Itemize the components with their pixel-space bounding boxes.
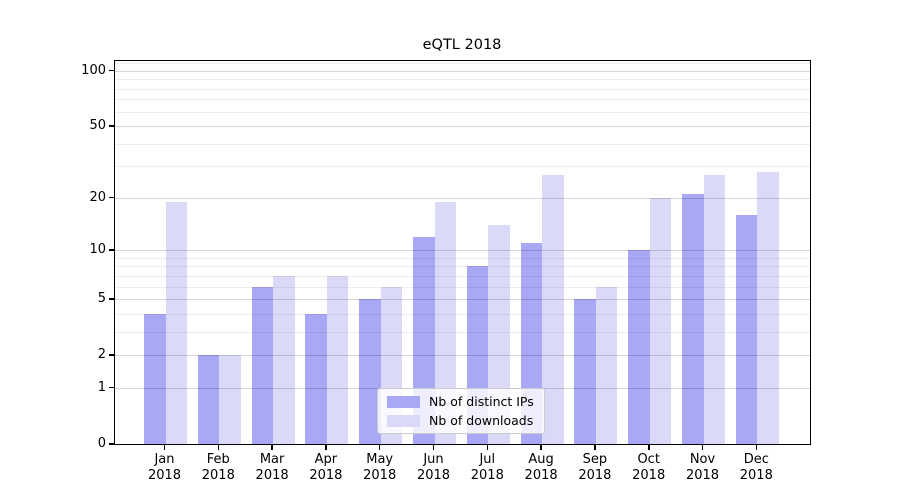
bar-downloads-sep — [595, 286, 618, 444]
y-tick-mark — [109, 386, 114, 389]
bar-ips-apr — [305, 313, 327, 444]
x-tick-label: Jul 2018 — [470, 452, 504, 483]
bar-downloads-aug — [542, 174, 564, 444]
bar-downloads-nov — [703, 174, 725, 444]
x-tick-mark — [325, 444, 327, 450]
bar-ips-feb — [197, 355, 220, 444]
x-tick-label: Feb 2018 — [201, 452, 235, 483]
x-tick-mark — [648, 444, 650, 450]
x-tick-mark — [486, 444, 488, 450]
y-tick-mark — [109, 196, 114, 199]
bar-ips-sep — [574, 299, 596, 444]
chart-title: eQTL 2018 — [422, 37, 502, 53]
x-tick-mark — [540, 444, 542, 450]
bar-downloads-feb — [219, 355, 241, 444]
bar-ips-dec — [735, 214, 758, 444]
y-tick-mark — [109, 69, 114, 72]
x-tick-label: Jun 2018 — [416, 452, 451, 483]
bars-layer — [115, 61, 810, 444]
y-tick-label: 50 — [89, 118, 106, 133]
y-tick-mark — [109, 354, 114, 356]
x-tick-label: Sep 2018 — [578, 452, 612, 483]
x-tick-mark — [432, 444, 435, 450]
legend-label: Nb of distinct IPs — [429, 394, 534, 409]
y-tick-label: 5 — [97, 291, 106, 307]
bar-downloads-jun — [434, 201, 456, 444]
bar-downloads-dec — [757, 171, 779, 444]
bar-ips-may — [359, 299, 381, 444]
bar-downloads-mar — [273, 275, 295, 444]
x-tick-label: Oct 2018 — [632, 452, 666, 483]
legend-swatch — [387, 395, 420, 408]
x-tick-label: Nov 2018 — [685, 452, 720, 483]
bar-ips-oct — [628, 250, 650, 444]
x-tick-label: Apr 2018 — [309, 452, 343, 483]
y-tick-label: 20 — [89, 189, 106, 205]
x-tick-label: Dec 2018 — [739, 452, 773, 483]
bar-downloads-oct — [649, 197, 672, 444]
x-tick-label: Aug 2018 — [524, 452, 558, 483]
x-tick-label: Jan 2018 — [147, 452, 182, 483]
x-tick-mark — [701, 444, 704, 450]
plot-area — [114, 60, 811, 445]
bar-downloads-apr — [326, 275, 349, 444]
x-tick-label: May 2018 — [363, 452, 397, 483]
y-tick-label: 10 — [89, 242, 106, 258]
y-tick-label: 0 — [97, 436, 106, 451]
y-tick-mark — [109, 298, 114, 300]
x-tick-mark — [755, 444, 757, 450]
y-tick-label: 1 — [97, 379, 106, 395]
x-tick-mark — [271, 444, 273, 450]
y-tick-label: 100 — [81, 62, 106, 78]
x-tick-label: Mar 2018 — [255, 452, 289, 483]
y-tick-mark — [109, 125, 114, 127]
y-tick-mark — [109, 443, 114, 445]
x-tick-mark — [217, 444, 220, 450]
legend-item: Nb of distinct IPs — [387, 394, 534, 409]
bar-ips-jan — [144, 313, 166, 444]
legend-item: Nb of downloads — [387, 413, 534, 428]
y-tick-label: 2 — [97, 347, 106, 363]
x-tick-mark — [378, 444, 381, 450]
bar-ips-nov — [682, 194, 704, 444]
bar-ips-mar — [251, 286, 274, 444]
legend-label: Nb of downloads — [429, 413, 534, 428]
x-tick-mark — [594, 444, 596, 450]
y-tick-mark — [109, 249, 114, 251]
legend: Nb of distinct IPs Nb of downloads — [377, 388, 545, 434]
x-tick-mark — [163, 444, 166, 450]
bar-downloads-jan — [165, 201, 187, 444]
legend-swatch — [387, 414, 420, 427]
